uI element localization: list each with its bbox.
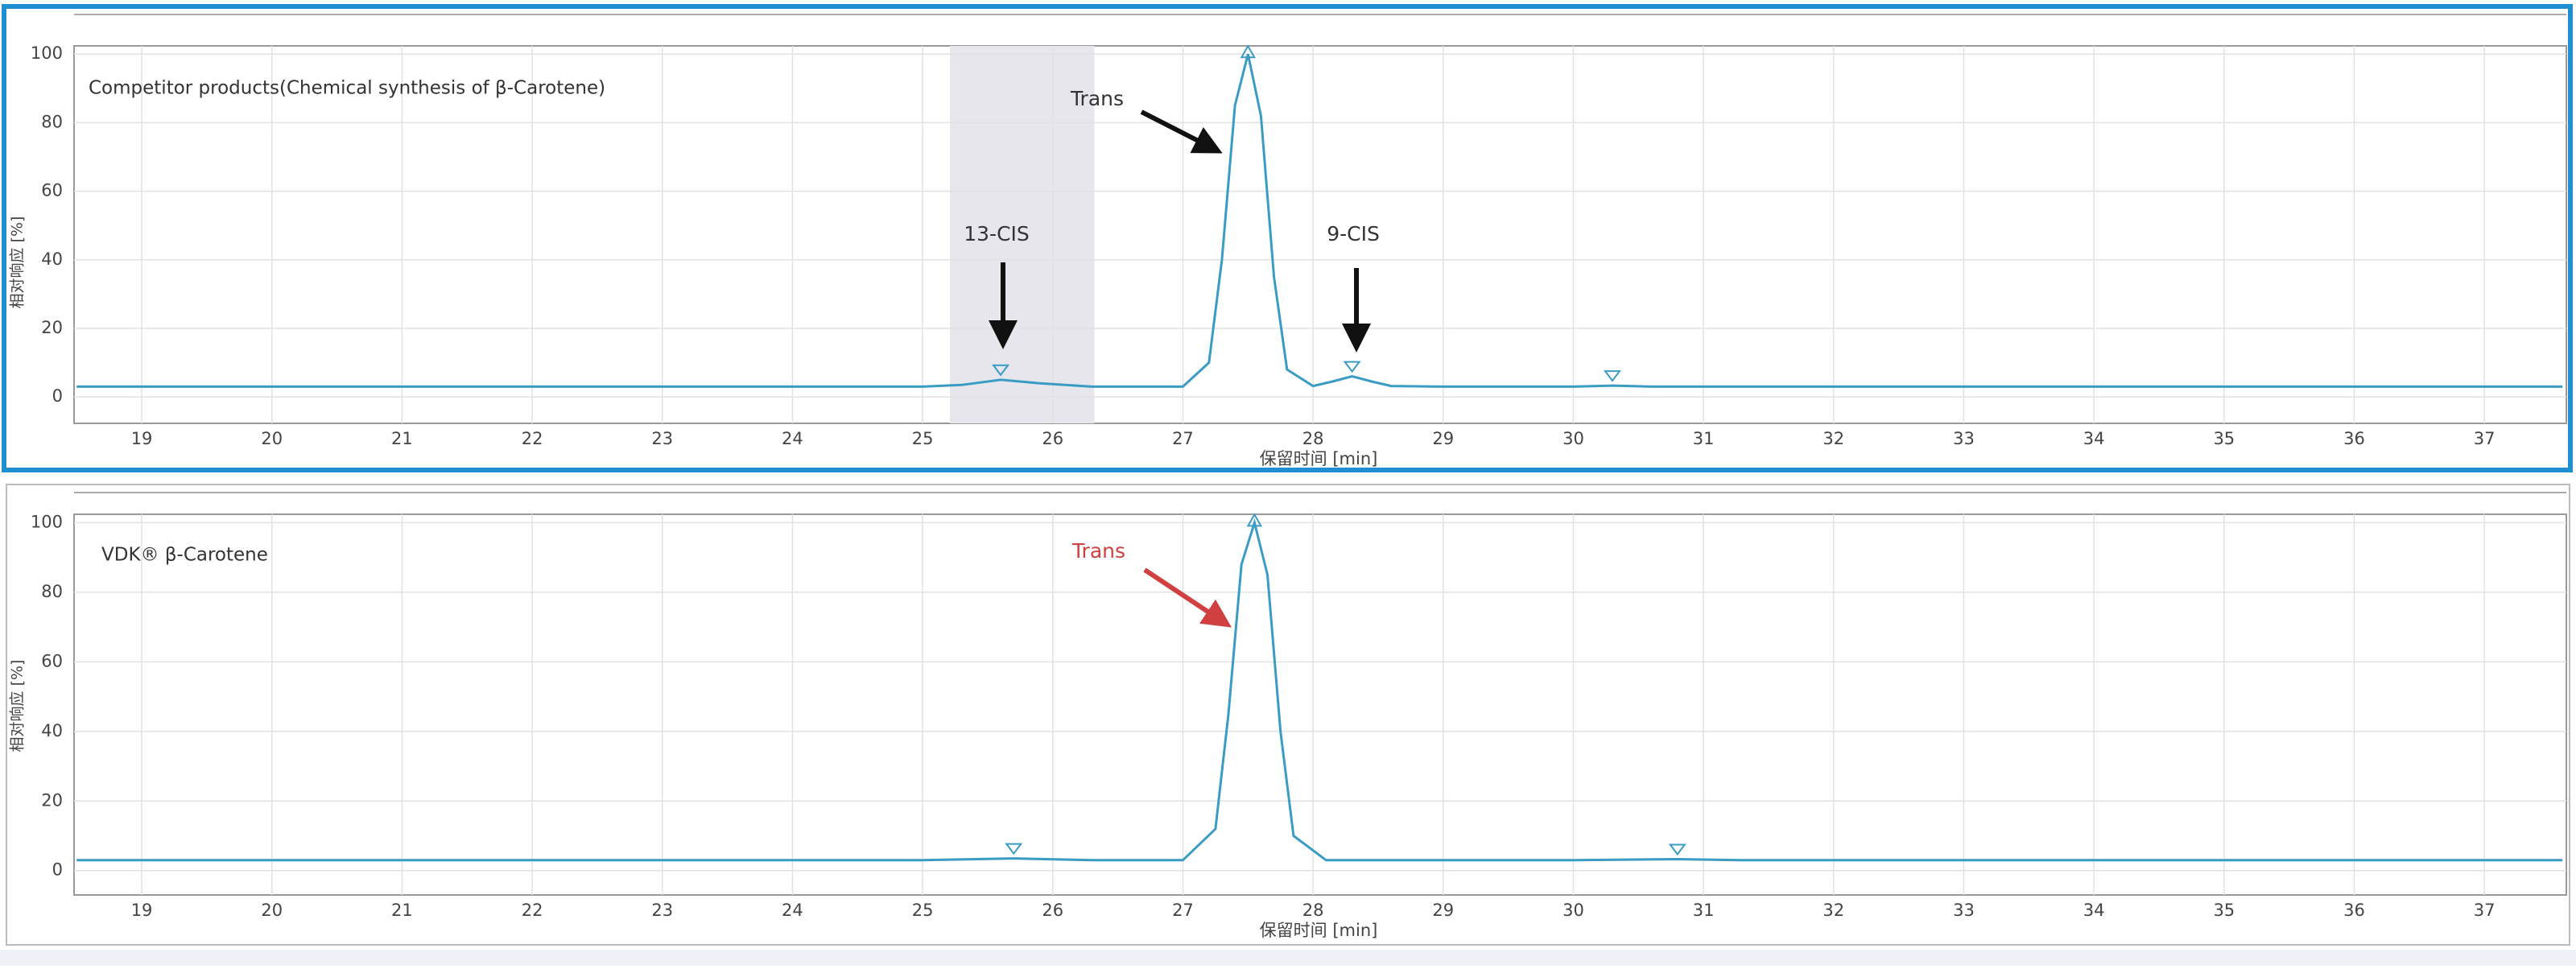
y-tick-label: 60 bbox=[41, 651, 63, 670]
panel-border bbox=[6, 484, 2570, 946]
x-tick-label: 37 bbox=[2474, 429, 2496, 448]
peak-marker bbox=[1343, 361, 1361, 373]
peak-marker bbox=[1668, 843, 1686, 856]
x-tick-label: 29 bbox=[1432, 429, 1454, 448]
x-tick-label: 22 bbox=[522, 901, 543, 920]
annotation: 13-CIS bbox=[964, 222, 1030, 245]
peak-marker bbox=[992, 364, 1010, 377]
y-tick-label: 60 bbox=[41, 181, 63, 200]
x-tick-label: 23 bbox=[651, 429, 673, 448]
x-tick-label: 20 bbox=[261, 429, 283, 448]
y-tick-label: 100 bbox=[31, 512, 63, 531]
annotation: 9-CIS bbox=[1327, 222, 1380, 245]
y-tick-label: 40 bbox=[41, 249, 63, 269]
x-tick-label: 34 bbox=[2083, 901, 2105, 920]
x-tick-label: 30 bbox=[1563, 901, 1584, 920]
x-tick-label: 27 bbox=[1172, 901, 1194, 920]
x-tick-label: 22 bbox=[522, 429, 543, 448]
x-tick-label: 34 bbox=[2083, 429, 2105, 448]
chromatogram-line bbox=[76, 517, 2563, 862]
y-tick-label: 0 bbox=[52, 860, 63, 880]
x-tick-label: 27 bbox=[1172, 429, 1194, 448]
x-tick-label: 21 bbox=[391, 429, 413, 448]
x-tick-label: 19 bbox=[131, 429, 153, 448]
x-tick-label: 20 bbox=[261, 901, 283, 920]
x-tick-label: 21 bbox=[391, 901, 413, 920]
x-axis-label: 保留时间 [min] bbox=[1260, 449, 1378, 468]
y-tick-label: 80 bbox=[41, 112, 63, 131]
panel-title: Competitor products(Chemical synthesis o… bbox=[89, 78, 605, 99]
x-tick-label: 26 bbox=[1042, 429, 1063, 448]
annotation-arrow bbox=[1140, 109, 1223, 154]
x-tick-label: 33 bbox=[1953, 901, 1975, 920]
peak-marker bbox=[1246, 513, 1263, 527]
x-tick-label: 36 bbox=[2343, 429, 2365, 448]
y-tick-label: 100 bbox=[31, 43, 63, 63]
x-tick-label: 32 bbox=[1823, 901, 1844, 920]
peak-marker bbox=[1005, 843, 1023, 856]
x-tick-label: 28 bbox=[1302, 901, 1324, 920]
annotation: Trans bbox=[1071, 539, 1125, 563]
x-tick-label: 28 bbox=[1302, 429, 1324, 448]
x-tick-label: 26 bbox=[1042, 901, 1063, 920]
y-tick-label: 20 bbox=[41, 790, 63, 810]
plot-frame bbox=[73, 513, 2567, 896]
x-tick-label: 19 bbox=[131, 901, 153, 920]
peak-marker bbox=[1603, 370, 1621, 382]
plot-frame bbox=[73, 45, 2567, 424]
x-tick-label: 30 bbox=[1563, 429, 1584, 448]
x-tick-label: 35 bbox=[2213, 901, 2235, 920]
y-tick-label: 80 bbox=[41, 582, 63, 601]
x-tick-label: 23 bbox=[651, 901, 673, 920]
x-axis-label: 保留时间 [min] bbox=[1260, 921, 1378, 940]
x-tick-label: 35 bbox=[2213, 429, 2235, 448]
y-axis-label: 相对响应 [%] bbox=[9, 216, 27, 309]
x-tick-label: 32 bbox=[1823, 429, 1844, 448]
y-tick-label: 20 bbox=[41, 318, 63, 337]
x-tick-label: 31 bbox=[1693, 901, 1715, 920]
x-tick-label: 29 bbox=[1432, 901, 1454, 920]
y-tick-label: 40 bbox=[41, 721, 63, 740]
y-tick-label: 0 bbox=[52, 386, 63, 406]
peak-marker bbox=[1240, 44, 1256, 59]
x-tick-label: 24 bbox=[782, 429, 803, 448]
highlight-region bbox=[950, 46, 1095, 423]
selected-panel-border bbox=[2, 4, 2573, 472]
x-tick-label: 33 bbox=[1953, 429, 1975, 448]
x-tick-label: 25 bbox=[912, 901, 934, 920]
x-tick-label: 25 bbox=[912, 429, 934, 448]
x-tick-label: 24 bbox=[782, 901, 803, 920]
annotation: Trans bbox=[1070, 87, 1124, 110]
y-axis-label: 相对响应 [%] bbox=[9, 660, 27, 753]
panel-title: VDK® β-Carotene bbox=[101, 545, 268, 566]
status-bar bbox=[0, 950, 2576, 966]
chromatogram-line bbox=[76, 53, 2563, 388]
x-tick-label: 36 bbox=[2343, 901, 2365, 920]
annotation-arrow bbox=[1143, 567, 1232, 628]
x-tick-label: 31 bbox=[1693, 429, 1715, 448]
x-tick-label: 37 bbox=[2474, 901, 2496, 920]
